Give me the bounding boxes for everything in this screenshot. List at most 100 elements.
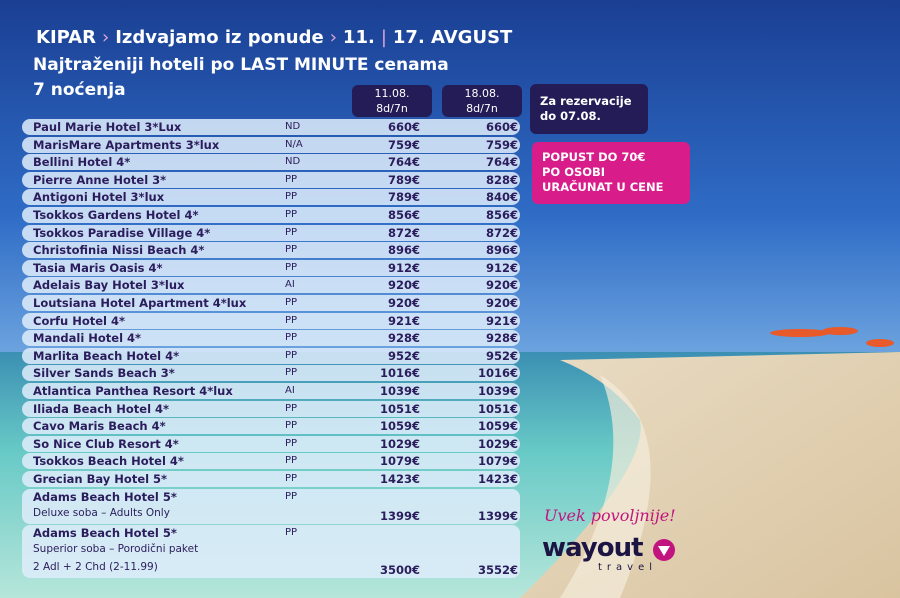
title-part: 11. — [342, 27, 375, 48]
price: 1079€ — [477, 454, 518, 469]
hotel-name: Iliada Beach Hotel 4* — [33, 401, 170, 416]
table-row: Atlantica Panthea Resort 4*lux AI 1039€ 103… — [22, 383, 520, 399]
price: 1059€ — [379, 419, 420, 434]
column-label: 11.08. — [374, 87, 410, 100]
hotel-name: Paul Marie Hotel 3*Lux — [33, 120, 182, 134]
board: PP — [285, 297, 298, 308]
room-detail: Deluxe soba – Adults Only — [33, 506, 170, 519]
hotel-name: Adams Beach Hotel 5* — [33, 526, 177, 541]
price: 1051€ — [477, 401, 518, 416]
table-row: Paul Marie Hotel 3*Lux ND 660€ 660€ — [22, 119, 520, 135]
logo-icon — [653, 539, 675, 561]
table-row: So Nice Club Resort 4* PP 1029€ 1029€ — [22, 435, 520, 452]
board: PP — [285, 455, 298, 467]
room-detail: 2 Adl + 2 Chd (2-11.99) — [33, 560, 158, 573]
table-row: Tsokkos Gardens Hotel 4* PP 856€ 856€ — [22, 207, 520, 223]
price: 1423€ — [379, 472, 420, 486]
table-row: Christofinia Nissi Beach 4* PP 896€ 896€ — [22, 242, 520, 259]
price: 764€ — [387, 155, 420, 170]
board: PP — [285, 420, 298, 432]
price: 872€ — [485, 225, 518, 240]
hotel-name: Adams Beach Hotel 5* — [33, 489, 177, 504]
price: 872€ — [387, 225, 420, 240]
nights: 7 noćenja — [33, 80, 126, 100]
hotel-name: Bellini Hotel 4* — [33, 155, 131, 170]
board: PP — [285, 349, 298, 361]
price: 789€ — [387, 190, 420, 205]
table-row: Iliada Beach Hotel 4* PP 1051€ 1051€ — [22, 400, 520, 417]
text: do 07.08. — [540, 109, 601, 123]
price: 660€ — [387, 120, 420, 134]
price: 896€ — [485, 243, 518, 258]
column-label: 18.08. — [464, 87, 500, 100]
hotel-name: Tasia Maris Oasis 4* — [33, 260, 163, 275]
separator: › — [101, 27, 110, 48]
column-label: 8d/7n — [376, 102, 408, 115]
price: 828€ — [485, 172, 518, 187]
board: PP — [285, 226, 298, 238]
price: 912€ — [387, 260, 420, 275]
board: PP — [285, 332, 298, 344]
table-row: Pierre Anne Hotel 3* PP 789€ 828€ — [22, 171, 520, 188]
price: 921€ — [387, 313, 420, 328]
table-row: Silver Sands Beach 3* PP 1016€ 1016€ — [22, 365, 520, 382]
price: 921€ — [485, 313, 518, 328]
hotel-name: So Nice Club Resort 4* — [33, 436, 179, 451]
separator: › — [329, 27, 337, 48]
board: PP — [285, 191, 298, 203]
reservation-box: Za rezervacije do 07.08. — [530, 84, 648, 134]
price: 896€ — [387, 243, 420, 258]
board: PP — [285, 473, 298, 484]
board: PP — [285, 527, 298, 539]
board: PP — [285, 261, 298, 273]
price: 920€ — [485, 278, 518, 293]
price: 856€ — [387, 208, 420, 222]
table-row: Adams Beach Hotel 5* PP Deluxe soba – Adul… — [22, 488, 520, 524]
table-row: Corfu Hotel 4* PP 921€ 921€ — [22, 312, 520, 329]
table-row: Tasia Maris Oasis 4* PP 912€ 912€ — [22, 259, 520, 276]
table-row: Antigoni Hotel 3*lux PP 789€ 840€ — [22, 189, 520, 206]
text: Za rezervacije — [540, 94, 632, 108]
price: 1039€ — [379, 384, 420, 398]
hotel-name: Atlantica Panthea Resort 4*lux — [33, 384, 233, 398]
text: POPUST DO 70€ — [542, 150, 646, 164]
board: PP — [285, 209, 298, 220]
price: 1399€ — [379, 508, 420, 523]
table-row: Tsokkos Paradise Village 4* PP 872€ 872€ — [22, 224, 520, 241]
price: 952€ — [387, 348, 420, 363]
board: AI — [285, 385, 295, 396]
hotel-name: Grecian Bay Hotel 5* — [33, 472, 168, 486]
table-row: Adelais Bay Hotel 3*lux AI 920€ 920€ — [22, 277, 520, 294]
price: 764€ — [485, 155, 518, 170]
price: 660€ — [485, 120, 518, 134]
price: 1029€ — [477, 436, 518, 451]
hotel-name: Tsokkos Beach Hotel 4* — [33, 454, 184, 469]
price: 1079€ — [379, 454, 420, 469]
logo: wayout — [542, 533, 644, 563]
price: 1051€ — [379, 401, 420, 416]
title: KIPAR › Izdvajamo iz ponude › 11. | 17. AVGUST — [33, 27, 515, 48]
price: 920€ — [485, 296, 518, 310]
column-label: 8d/7n — [466, 102, 498, 115]
logo-sub: travel — [598, 562, 658, 573]
hotel-name: Tsokkos Paradise Village 4* — [33, 225, 211, 240]
hotel-name: Christofinia Nissi Beach 4* — [33, 243, 205, 258]
price: 1029€ — [379, 436, 420, 451]
hotel-name: Adelais Bay Hotel 3*lux — [33, 278, 185, 293]
price: 1039€ — [477, 384, 518, 398]
title-part: Izdvajamo iz ponude — [115, 27, 324, 48]
table-row: Mandali Hotel 4* PP 928€ 928€ — [22, 330, 520, 347]
table-row: Loutsiana Hotel Apartment 4*lux PP 920€ 920… — [22, 295, 520, 311]
title-part: KIPAR — [36, 27, 96, 48]
board: PP — [285, 173, 298, 185]
board: PP — [285, 367, 298, 379]
slogan: Uvek povoljnije! — [544, 506, 676, 525]
price: 759€ — [485, 137, 518, 152]
board: ND — [285, 156, 301, 168]
price: 912€ — [485, 260, 518, 275]
table-row: Bellini Hotel 4* ND 764€ 764€ — [22, 154, 520, 171]
column-header: 18.08. 8d/7n — [442, 85, 522, 117]
price: 952€ — [485, 348, 518, 363]
price: 928€ — [485, 331, 518, 346]
